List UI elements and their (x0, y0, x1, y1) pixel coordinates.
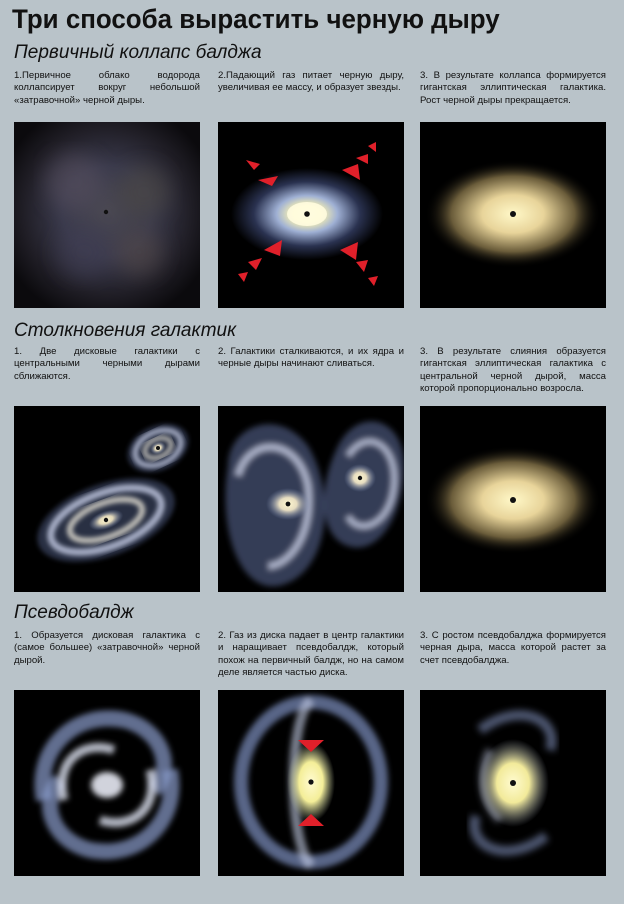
page-title: Три способа вырастить черную дыру (12, 4, 500, 34)
black-hole-dot (510, 780, 516, 786)
caption-2-2: 2. Галактики сталкиваются, и их ядра и ч… (218, 346, 404, 370)
caption-3-2: 2. Газ из диска падает в центр галактики… (218, 630, 404, 679)
inflow-arrow-bottom (298, 814, 324, 826)
black-hole-dot (103, 517, 109, 523)
black-hole-dot (357, 475, 363, 481)
section-heading-pseudobulge: Псевдобалдж (14, 602, 134, 623)
caption-1-1: 1.Первичное облако водорода коллапсирует… (14, 70, 200, 106)
black-hole-dot (308, 779, 314, 785)
black-hole-dot (103, 209, 109, 215)
caption-3-1: 1. Образуется дисковая галактика с (само… (14, 630, 200, 666)
black-hole-dot (285, 501, 291, 507)
panel-elliptical-1 (420, 122, 606, 308)
black-hole-dot (510, 497, 516, 503)
caption-2-1: 1. Две дисковые галактики с центральными… (14, 346, 200, 382)
panel-gas-infall-disk (218, 690, 404, 876)
section-heading-primordial: Первичный коллапс балджа (14, 42, 262, 63)
panel-infall (218, 122, 404, 308)
panel-merging-galaxies (218, 406, 404, 592)
infall-arrows (238, 142, 378, 286)
caption-2-3: 3. В результате слияния образуется гиган… (420, 346, 606, 395)
black-hole-dot (510, 211, 516, 217)
panel-gas-cloud (14, 122, 200, 308)
black-hole-dot (156, 446, 160, 450)
caption-1-2: 2.Падающий газ питает черную дыру, увели… (218, 70, 404, 94)
caption-3-3: 3. С ростом псевдобалджа формируется чер… (420, 630, 606, 666)
panel-disk-galaxy (14, 690, 200, 876)
panel-pseudobulge-growth (420, 690, 606, 876)
section-heading-collisions: Столкновения галактик (14, 320, 237, 341)
black-hole-dot (304, 211, 310, 217)
caption-1-3: 3. В результате коллапса формируется гиг… (420, 70, 606, 106)
panel-approaching-galaxies (14, 406, 200, 592)
inflow-arrow-top (298, 740, 324, 752)
panel-elliptical-2 (420, 406, 606, 592)
